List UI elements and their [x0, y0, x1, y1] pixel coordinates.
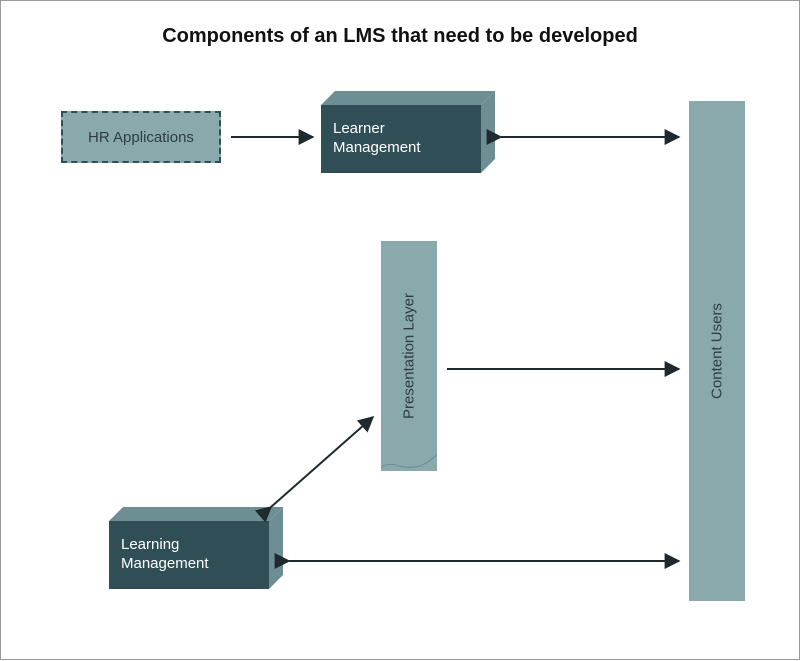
diagram-frame: Components of an LMS that need to be dev… — [0, 0, 800, 660]
edges-layer — [1, 1, 800, 661]
edge-learning_to_pres — [271, 417, 373, 507]
